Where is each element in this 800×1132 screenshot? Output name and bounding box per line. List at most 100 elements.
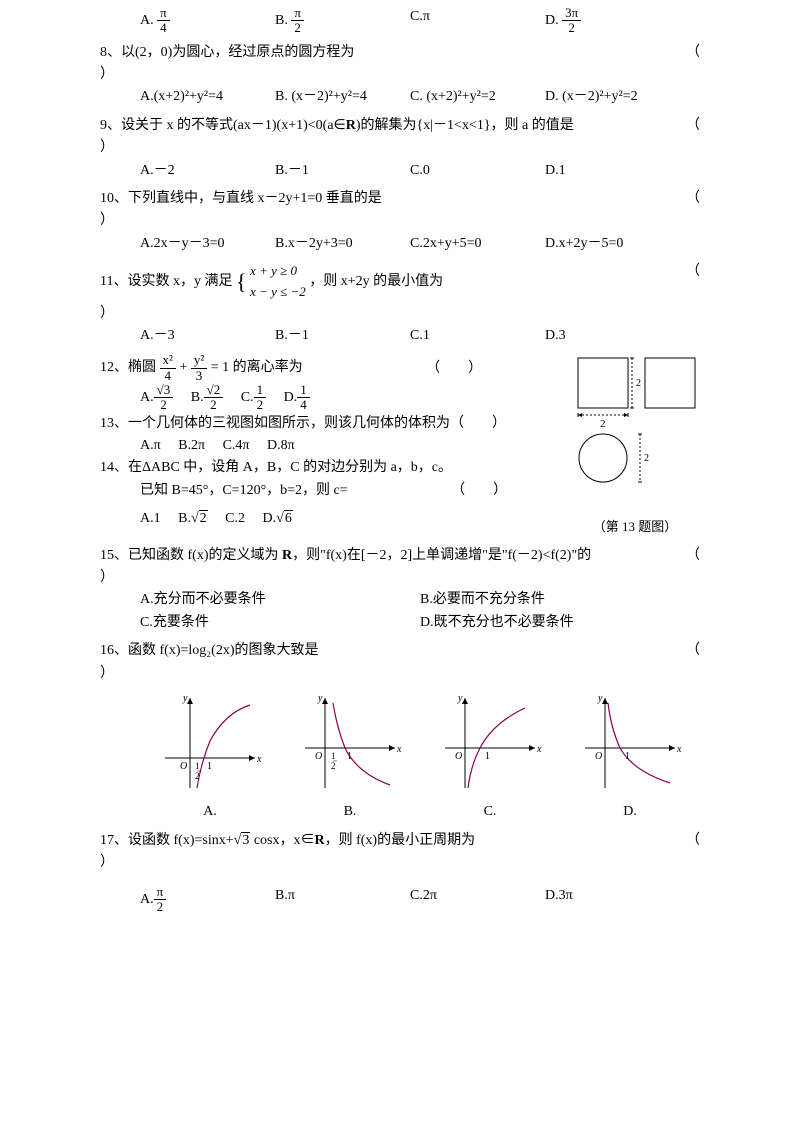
l: B. <box>191 390 204 405</box>
label: B. <box>275 13 288 28</box>
opt-d: D.x+2y－5=0 <box>545 233 680 255</box>
qnum: 9、 <box>100 118 121 133</box>
opt-b: B.必要而不充分条件 <box>420 589 700 611</box>
set-r: R <box>346 118 356 133</box>
stem-b: )的解集为{x|－1<x<1}，则 a 的值是 <box>356 118 574 133</box>
plus: + <box>179 361 187 376</box>
v: 6 <box>284 510 293 526</box>
opt-b: B.x－2y+3=0 <box>275 233 410 255</box>
opt-d: D.8π <box>267 438 295 453</box>
d: 2 <box>154 398 174 412</box>
paren: （ <box>686 545 700 567</box>
svg-text:2: 2 <box>195 771 200 781</box>
stem-a: 椭圆 <box>128 361 156 376</box>
svg-text:x: x <box>396 744 402 755</box>
den: 2 <box>291 21 304 35</box>
opt-c: C.0 <box>410 160 545 182</box>
brace-icon: { <box>236 269 247 294</box>
svg-text:O: O <box>595 751 602 762</box>
opt-d: D. 6 <box>263 511 293 526</box>
svg-text:2: 2 <box>331 761 336 771</box>
figure-q13: 2 2 2 （第 13 题图） <box>570 353 700 537</box>
paren: （ ） <box>426 361 482 376</box>
cond-1: x + y ≥ 0 <box>250 261 306 282</box>
stem-a: 已知函数 f(x)的定义域为 <box>128 548 282 563</box>
den: 4 <box>157 21 170 35</box>
qnum: 13、 <box>100 416 128 431</box>
opt-c: C.2x+y+5=0 <box>410 233 545 255</box>
svg-text:1: 1 <box>347 751 352 762</box>
svg-text:y: y <box>317 693 323 704</box>
opt-d: D.3π <box>545 885 680 915</box>
opt-c: C.π <box>410 6 545 36</box>
l: C. <box>241 390 254 405</box>
opt-b: B.－1 <box>275 160 410 182</box>
graph-d: x y O 1 D. <box>575 693 685 824</box>
l: B. <box>178 511 191 526</box>
stem-b: 的离心率为 <box>233 361 303 376</box>
opt-d: D. (x－2)²+y²=2 <box>545 86 680 108</box>
svg-text:2: 2 <box>600 418 606 430</box>
paren-close: ） <box>100 210 700 232</box>
opt-c: C. (x+2)²+y²=2 <box>410 86 545 108</box>
stem: 函数 f(x)=log₂(2x)的图象大致是 <box>128 643 318 658</box>
stem: 一个几何体的三视图如图所示，则该几何体的体积为（ ） <box>128 416 506 431</box>
label: D. <box>575 801 685 823</box>
opt-b: B. π2 <box>275 6 410 36</box>
svg-text:O: O <box>180 761 187 772</box>
question-9: 9、设关于 x 的不等式(ax－1)(x+1)<0(a∈R)的解集为{x|－1<… <box>100 115 700 182</box>
paren-close: ） <box>100 137 700 159</box>
question-12-14-block: 2 2 2 （第 13 题图） 12、椭圆 x²4 + y²3 = 1 的离心率… <box>100 353 700 530</box>
num: 3π <box>562 6 581 21</box>
opt-c: C.2 <box>225 511 245 526</box>
opt-c: C.4π <box>223 438 250 453</box>
svg-text:2: 2 <box>636 378 641 389</box>
opt-a: A.1 <box>140 511 161 526</box>
d: 3 <box>191 369 207 383</box>
svg-text:1: 1 <box>331 751 336 761</box>
opt-b: B.－1 <box>275 325 410 347</box>
opt-a: A.2x－y－3=0 <box>140 233 275 255</box>
stem-b: ，则"f(x)在[－2，2]上单调递增"是"f(－2)<f(2)"的 <box>292 548 591 563</box>
opt-a: A.π <box>140 438 161 453</box>
n: y² <box>194 352 204 367</box>
svg-text:2: 2 <box>644 453 649 464</box>
paren-close: ） <box>100 852 700 874</box>
paren: （ <box>686 640 700 662</box>
paren-close: ） <box>100 64 700 86</box>
stem: 在ΔABC 中，设角 A，B，C 的对边分别为 a，b，c。 <box>128 460 452 475</box>
paren: （ <box>686 830 700 852</box>
stem-c: ，则 f(x)的最小正周期为 <box>325 833 476 848</box>
qnum: 10、 <box>100 191 128 206</box>
three-view-svg: 2 2 2 <box>570 353 700 508</box>
n: x² <box>163 352 173 367</box>
stem-2: 已知 B=45°，C=120°，b=2，则 c= <box>140 483 348 498</box>
n: 1 <box>254 383 267 398</box>
question-15: 15、已知函数 f(x)的定义域为 R，则"f(x)在[－2，2]上单调递增"是… <box>100 545 700 635</box>
svg-text:y: y <box>597 693 603 704</box>
opt-d: D. 3π2 <box>545 6 680 36</box>
l: D. <box>263 511 277 526</box>
stem: 以(2，0)为圆心，经过原点的圆方程为 <box>121 45 354 60</box>
num: π <box>291 6 304 21</box>
opt-c: C.2π <box>410 885 545 915</box>
svg-text:y: y <box>457 693 463 704</box>
d: 2 <box>154 900 167 914</box>
n: √3 <box>154 383 174 398</box>
qnum: 17、 <box>100 833 128 848</box>
den: 2 <box>562 21 581 35</box>
d: 4 <box>160 369 176 383</box>
opt-d: D.1 <box>545 160 680 182</box>
opt-a: A.π2 <box>140 885 275 915</box>
label: D. <box>545 13 559 28</box>
qnum: 14、 <box>100 460 128 475</box>
label: C. <box>410 9 423 24</box>
stem: 下列直线中，与直线 x－2y+1=0 垂直的是 <box>128 191 382 206</box>
opt-b: B.π <box>275 885 410 915</box>
opt-b: B. (x－2)²+y²=4 <box>275 86 410 108</box>
opt-a: A.充分而不必要条件 <box>140 589 420 611</box>
svg-text:1: 1 <box>485 751 490 762</box>
qnum: 15、 <box>100 548 128 563</box>
stem-b: ，则 x+2y 的最小值为 <box>309 274 443 289</box>
svg-text:1: 1 <box>195 761 200 771</box>
